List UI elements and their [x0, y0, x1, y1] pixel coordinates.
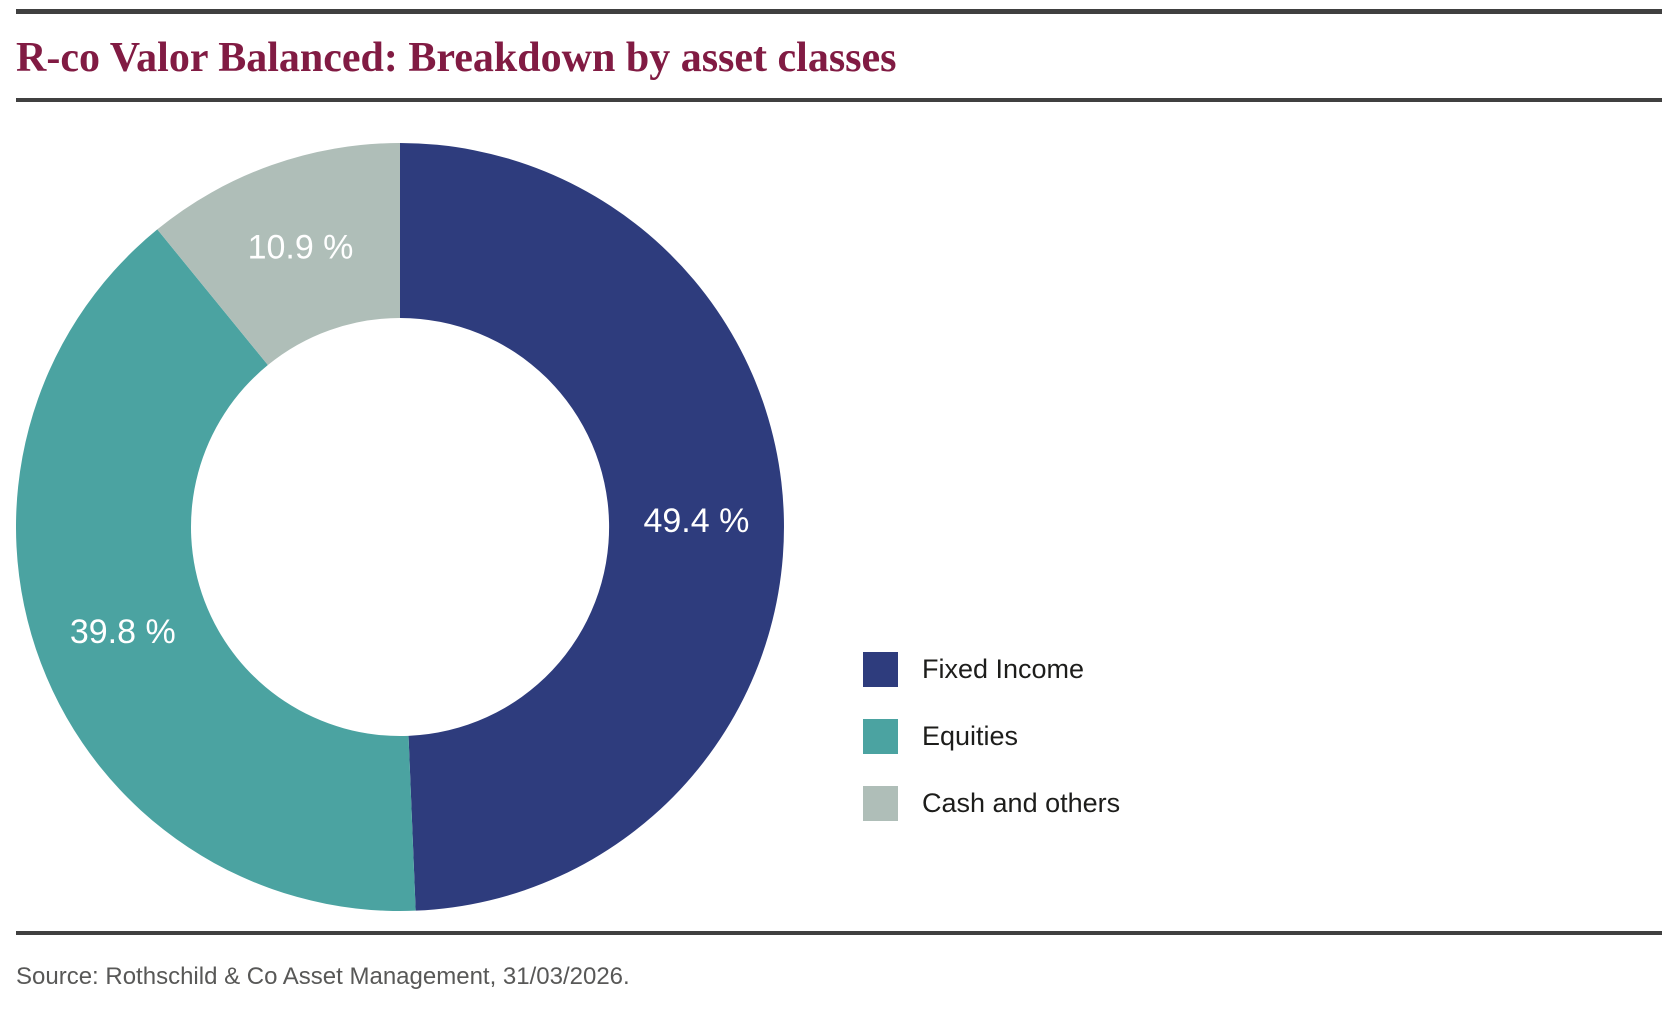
bottom-rule [16, 931, 1662, 935]
source-note: Source: Rothschild & Co Asset Management… [16, 963, 630, 990]
donut-segment-fixed-income [400, 143, 784, 911]
title-rule [16, 98, 1662, 102]
chart-legend: Fixed Income Equities Cash and others [863, 652, 1120, 853]
legend-label-fixed-income: Fixed Income [922, 654, 1085, 684]
donut-segment-cash-and-others [157, 143, 400, 366]
donut-value-label-fixed-income: 49.4 % [643, 502, 749, 540]
donut-chart-canvas: 49.4 % 39.8 % 10.9 % [16, 143, 784, 911]
legend-item-equities: Equities [863, 719, 1120, 754]
legend-label-equities: Equities [922, 721, 1019, 751]
legend-swatch-fixed-income [863, 652, 898, 687]
legend-label-cash-and-others: Cash and others [922, 788, 1121, 818]
donut-segment-equities [16, 229, 416, 911]
legend-swatch-cash-and-others [863, 786, 898, 821]
top-rule [16, 9, 1662, 14]
donut-value-label-equities: 39.8 % [70, 613, 176, 651]
legend-swatch-equities [863, 719, 898, 754]
donut-chart: 49.4 % 39.8 % 10.9 % [16, 143, 784, 911]
page-title: R-co Valor Balanced: Breakdown by asset … [16, 35, 897, 81]
legend-item-fixed-income: Fixed Income [863, 652, 1120, 687]
donut-value-label-cash-and-others: 10.9 % [248, 229, 354, 267]
legend-item-cash-and-others: Cash and others [863, 786, 1120, 821]
